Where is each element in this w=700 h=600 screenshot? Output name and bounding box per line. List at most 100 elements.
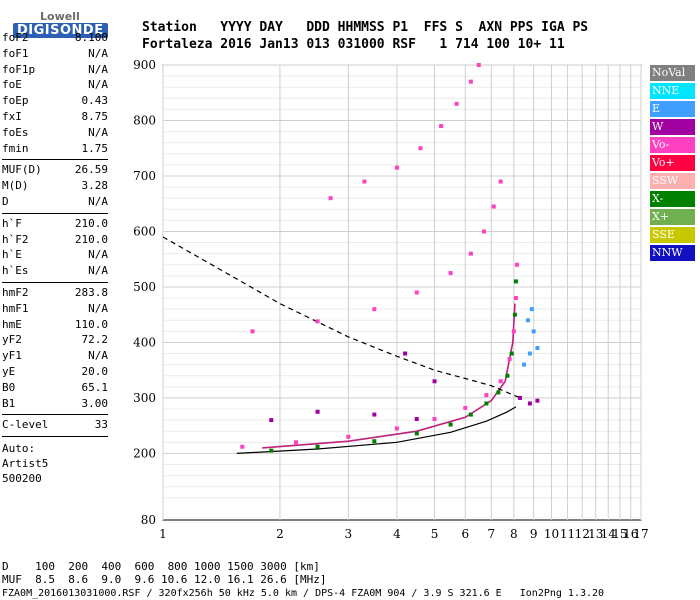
x-tick-label: 17 [633, 527, 648, 541]
param-value: 210.0 [74, 232, 108, 246]
x-tick-label: 7 [487, 527, 495, 541]
data-point [535, 345, 540, 350]
param-name: h`F [2, 216, 22, 230]
param-value: 33 [94, 418, 108, 432]
data-point [454, 101, 459, 106]
data-point [512, 312, 517, 317]
data-point [372, 307, 377, 312]
data-point [484, 401, 489, 406]
header-labels: Station YYYY DAY DDD HHMMSS P1 FFS S AXN… [142, 20, 589, 35]
auto-scaling-info: 500200 [2, 472, 42, 486]
y-tick-label: 300 [133, 391, 156, 405]
data-point [527, 351, 532, 356]
legend-item: NoVal [650, 65, 695, 81]
data-point [527, 401, 532, 406]
distance-row: D 100 200 400 600 800 1000 1500 3000 [km… [2, 560, 320, 573]
curve-MUF [162, 236, 521, 399]
param-name: yE [2, 365, 16, 378]
x-tick-label: 5 [431, 527, 439, 541]
param-separator [2, 212, 108, 214]
param-value: 65.1 [81, 380, 109, 394]
data-point [414, 431, 419, 436]
data-point [522, 362, 527, 367]
param-name: h`E [2, 248, 22, 262]
data-point [507, 357, 512, 362]
data-point [491, 204, 496, 209]
param-row: foE N/A [2, 78, 108, 92]
param-row: M(D) 3.28 [2, 179, 108, 193]
param-value: 210.0 [74, 216, 108, 230]
param-name: foEs [2, 125, 29, 139]
data-point [269, 418, 274, 423]
param-name: foEp [2, 94, 29, 108]
param-name: B1 [2, 396, 16, 410]
data-point [531, 329, 536, 334]
data-point [511, 329, 516, 334]
data-point [498, 179, 503, 184]
param-name: D [2, 195, 9, 208]
legend-item: SSE [650, 227, 695, 243]
logo-lowell: Lowell [40, 10, 80, 23]
param-row: h`Es N/A [2, 264, 108, 278]
legend-item: W [650, 119, 695, 135]
data-point [505, 373, 510, 378]
param-separator [2, 414, 108, 416]
param-name: MUF(D) [2, 163, 42, 177]
data-point [315, 444, 320, 449]
y-tick-label: 500 [133, 280, 156, 294]
legend-item: E [650, 101, 695, 117]
param-value: N/A [88, 125, 108, 139]
param-row: foF1 N/A [2, 47, 108, 61]
data-point [484, 393, 489, 398]
data-point [403, 351, 408, 356]
data-point [432, 417, 437, 422]
param-row: hmE 110.0 [2, 318, 108, 332]
x-tick-label: 1 [159, 527, 167, 541]
param-row: h`F2 210.0 [2, 233, 108, 247]
x-tick-label: 3 [345, 527, 353, 541]
param-value: N/A [88, 301, 108, 315]
data-point [513, 279, 518, 284]
auto-scaling-info: Auto: [2, 442, 36, 456]
legend-item: Vo+ [650, 155, 695, 171]
data-point [394, 165, 399, 170]
curve-profile_virtual [262, 303, 516, 449]
param-name: C-level [2, 418, 49, 432]
data-point [529, 307, 534, 312]
param-name: hmE [2, 317, 22, 331]
legend-item: SSW [650, 173, 695, 189]
param-separator [2, 282, 108, 283]
param-name: foF1 [2, 46, 29, 60]
y-tick-label: 400 [133, 335, 156, 349]
data-point [476, 63, 481, 67]
param-row: MUF(D) 26.59 [2, 163, 108, 177]
data-point [468, 79, 473, 84]
x-tick-label: 16 [623, 527, 638, 541]
data-point [468, 412, 473, 417]
y-tick-label: 800 [133, 113, 156, 127]
param-name: yF2 [2, 333, 22, 347]
data-point [240, 444, 245, 449]
data-point [496, 390, 501, 395]
param-value: 8.75 [81, 110, 109, 123]
param-value: 3.00 [81, 396, 109, 410]
param-row: hmF1 N/A [2, 302, 108, 316]
y-tick-label: 900 [133, 58, 156, 72]
data-point [439, 124, 444, 129]
data-point [372, 439, 377, 444]
param-row: foF2 8.100 [2, 31, 108, 45]
data-point [294, 440, 299, 445]
data-point [518, 395, 523, 400]
legend-item: X- [650, 191, 695, 207]
data-point [525, 318, 530, 323]
param-row: yE 20.0 [2, 365, 108, 379]
param-row: B0 65.1 [2, 381, 108, 395]
plot-area [162, 64, 642, 521]
y-tick-label: 200 [133, 446, 156, 460]
x-tick-label: 13 [588, 527, 603, 541]
param-value: N/A [88, 62, 108, 76]
param-name: foF2 [2, 31, 29, 44]
param-row: hmF2 283.8 [2, 286, 108, 300]
data-point [315, 319, 320, 324]
